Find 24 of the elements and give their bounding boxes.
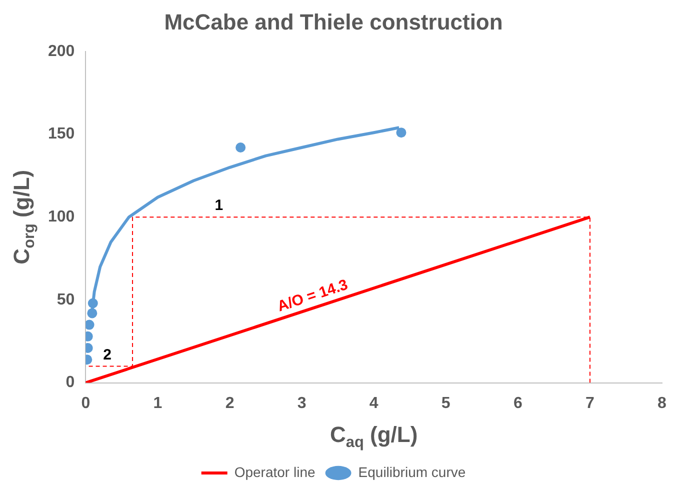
- x-tick-label: 0: [81, 394, 90, 412]
- y-tick-label: 200: [48, 42, 75, 60]
- y-axis-title: Corg (g/L): [9, 170, 38, 264]
- y-tick-label: 50: [56, 291, 75, 308]
- x-tick-label: 7: [586, 394, 595, 412]
- x-tick-label: 6: [513, 394, 522, 412]
- point: [396, 128, 406, 138]
- x-tick-label: 2: [225, 394, 234, 412]
- y-tick-label: 100: [48, 208, 75, 226]
- x-tick-label: 8: [658, 394, 667, 412]
- y-tick-label: 150: [48, 126, 75, 143]
- annotation: A/O = 14.3: [275, 276, 350, 316]
- annotation: 2: [103, 346, 112, 364]
- y-tick-label: 0: [66, 374, 75, 392]
- legend-label: Operator line: [234, 464, 316, 480]
- point: [236, 142, 246, 153]
- annotation: 1: [214, 197, 224, 214]
- x-tick-label: 5: [441, 394, 450, 412]
- x-tick-label: 4: [369, 394, 378, 412]
- point: [86, 320, 94, 330]
- x-tick-label: 1: [153, 394, 162, 412]
- legend-label: Equilibrium curve: [358, 464, 466, 480]
- x-tick-label: 3: [297, 394, 306, 412]
- chart-title: McCabe and Thiele construction: [164, 9, 503, 34]
